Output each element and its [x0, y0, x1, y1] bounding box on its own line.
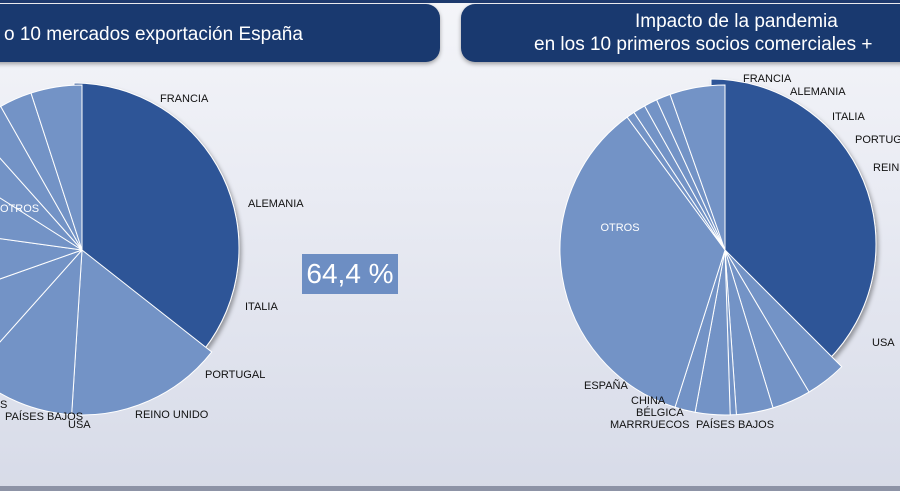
pie2-label-b-lgica: BÉLGICA	[636, 406, 684, 419]
pie2-label-francia: FRANCIA	[743, 73, 792, 85]
bottom-rule	[0, 486, 900, 491]
pie1-slice-unlabeled	[30, 84, 83, 251]
pie2-label-espa-a: ESPAÑA	[584, 379, 628, 392]
pie2-label-china: CHINA	[631, 395, 666, 407]
pie1-label-alemania: ALEMANIA	[248, 198, 304, 210]
pie2-label-rein: REIN	[873, 162, 899, 174]
pie2-slice-usa	[559, 116, 726, 408]
top-rule	[0, 0, 900, 3]
right-chart-title-line1: Impacto de la pandemia	[635, 11, 838, 32]
right-title-banner: Impacto de la pandemia en los 10 primero…	[461, 4, 900, 62]
right-chart-title-line2: en los 10 primeros socios comerciales +	[534, 34, 873, 55]
left-title-banner: o 10 mercados exportación España	[0, 4, 440, 62]
pie2-label-usa: USA	[872, 337, 895, 349]
pie2-label-italia: ITALIA	[832, 111, 865, 123]
pie2-slice-espa-a	[669, 84, 726, 251]
pie1-slice-portugal	[0, 238, 83, 280]
pie2-slice-otros	[710, 78, 877, 362]
pie2-label-otros: OTROS	[600, 222, 639, 234]
pie1-slice-francia	[71, 249, 213, 416]
pie1-label-portugal: PORTUGAL	[205, 369, 265, 381]
percentage-badge: 64,4 %	[302, 254, 398, 294]
pie2-label-alemania: ALEMANIA	[790, 86, 846, 98]
pie1-label-s: S	[0, 399, 7, 411]
pie2-label-pa-ses-bajos: PAÍSES BAJOS	[696, 418, 774, 431]
pie1-label-francia: FRANCIA	[160, 93, 209, 105]
pie2-label-portug: PORTUG	[855, 134, 900, 146]
pie1-slice-otros	[73, 82, 240, 351]
left-chart-title: o 10 mercados exportación España	[4, 24, 303, 45]
pie1-label-usa: USA	[68, 419, 91, 431]
pie2-label-marrruecos: MARRRUECOS	[610, 419, 689, 431]
pie1-slice-alemania	[0, 248, 83, 416]
pie1-label-otros: OTROS	[0, 203, 39, 215]
pie1-slice-italia	[0, 249, 83, 343]
pie1-label-reino-unido: REINO UNIDO	[135, 409, 209, 421]
pie1-label-italia: ITALIA	[245, 301, 278, 313]
pie1-label-pa-ses-bajos: PAÍSES BAJOS	[5, 410, 83, 423]
